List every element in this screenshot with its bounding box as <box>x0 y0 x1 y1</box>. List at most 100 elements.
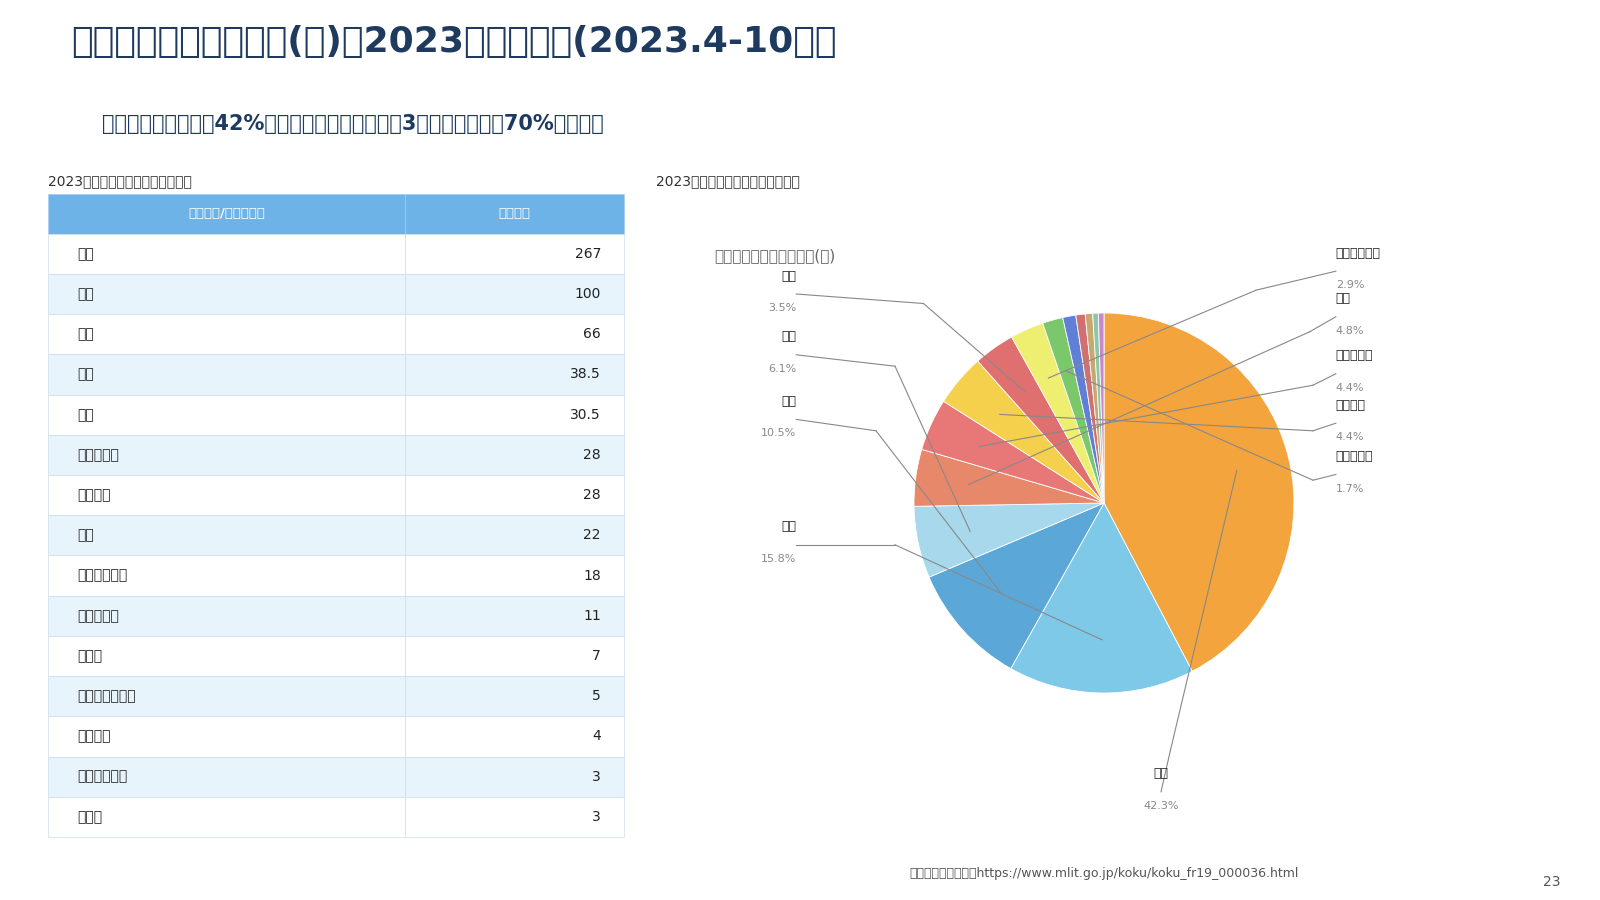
FancyBboxPatch shape <box>405 716 624 757</box>
Wedge shape <box>1098 313 1104 503</box>
Wedge shape <box>1093 313 1104 503</box>
Text: 7: 7 <box>592 649 602 663</box>
FancyBboxPatch shape <box>48 596 405 636</box>
Text: 便数／週: 便数／週 <box>499 207 531 220</box>
Text: 3: 3 <box>592 770 602 784</box>
Text: 中国: 中国 <box>781 330 797 344</box>
FancyBboxPatch shape <box>48 234 405 274</box>
Text: タイ: タイ <box>1336 292 1350 305</box>
FancyBboxPatch shape <box>48 435 405 475</box>
Text: 28: 28 <box>584 448 602 462</box>
Wedge shape <box>914 503 1104 577</box>
Text: 6.1%: 6.1% <box>768 364 797 374</box>
Text: 関西国際空港／就航便数(週): 関西国際空港／就航便数(週) <box>715 248 835 264</box>
Text: マカオ: マカオ <box>77 810 102 824</box>
Wedge shape <box>1011 323 1104 503</box>
Text: 4.4%: 4.4% <box>1336 432 1365 442</box>
Text: シンガポール: シンガポール <box>1336 247 1381 260</box>
FancyBboxPatch shape <box>48 194 405 234</box>
FancyBboxPatch shape <box>48 314 405 355</box>
Text: 23: 23 <box>1544 875 1560 889</box>
Text: 10.5%: 10.5% <box>762 428 797 438</box>
Text: 4.4%: 4.4% <box>1336 382 1365 392</box>
Text: 18: 18 <box>584 569 602 582</box>
Text: フィンランド: フィンランド <box>77 770 126 784</box>
FancyBboxPatch shape <box>405 796 624 837</box>
Text: 2023年夏ダイヤ就航便数一覧／週: 2023年夏ダイヤ就航便数一覧／週 <box>48 174 192 188</box>
FancyBboxPatch shape <box>405 355 624 394</box>
Text: ベトナム: ベトナム <box>1336 399 1366 412</box>
FancyBboxPatch shape <box>405 314 624 355</box>
Text: 出典：国土交通省　https://www.mlit.go.jp/koku/koku_fr19_000036.html: 出典：国土交通省 https://www.mlit.go.jp/koku/kok… <box>909 867 1299 879</box>
Text: シンガポール: シンガポール <box>77 569 126 582</box>
Text: 香港: 香港 <box>77 328 93 341</box>
FancyBboxPatch shape <box>405 475 624 515</box>
FancyBboxPatch shape <box>405 676 624 716</box>
Wedge shape <box>1075 314 1104 503</box>
FancyBboxPatch shape <box>405 234 624 274</box>
Text: ＵＡＥ: ＵＡＥ <box>77 649 102 663</box>
Text: 267: 267 <box>574 247 602 261</box>
FancyBboxPatch shape <box>405 596 624 636</box>
Text: 4.8%: 4.8% <box>1336 326 1365 336</box>
FancyBboxPatch shape <box>405 194 624 234</box>
FancyBboxPatch shape <box>48 355 405 394</box>
FancyBboxPatch shape <box>405 555 624 596</box>
Text: 100: 100 <box>574 287 602 301</box>
Text: 3.5%: 3.5% <box>768 303 797 313</box>
FancyBboxPatch shape <box>405 757 624 796</box>
Text: マレーシア: マレーシア <box>77 608 118 623</box>
Wedge shape <box>1085 313 1104 503</box>
FancyBboxPatch shape <box>405 636 624 676</box>
Text: 米国: 米国 <box>77 528 93 543</box>
Text: 4: 4 <box>592 730 602 743</box>
Text: ベトナム: ベトナム <box>77 488 110 502</box>
Text: 15.8%: 15.8% <box>762 554 797 563</box>
Text: 中国: 中国 <box>77 367 93 382</box>
Text: 22: 22 <box>584 528 602 543</box>
FancyBboxPatch shape <box>48 636 405 676</box>
Text: 3: 3 <box>592 810 602 824</box>
Text: 韓国便だけで全体の42%を占める。台湾、香港の3カ国で全体の約70%となる。: 韓国便だけで全体の42%を占める。台湾、香港の3カ国で全体の約70%となる。 <box>102 114 603 134</box>
FancyBboxPatch shape <box>48 274 405 314</box>
Text: 30.5: 30.5 <box>570 408 602 422</box>
Text: フランス: フランス <box>77 730 110 743</box>
Text: マレーシア: マレーシア <box>1336 450 1373 464</box>
Wedge shape <box>922 401 1104 503</box>
FancyBboxPatch shape <box>48 555 405 596</box>
Wedge shape <box>1043 318 1104 503</box>
Text: 2023年夏ダイヤ就航便数割合／週: 2023年夏ダイヤ就航便数割合／週 <box>656 174 800 188</box>
Text: 関西国際空港就航便数(週)／2023年夏ダイヤ(2023.4-10月）: 関西国際空港就航便数(週)／2023年夏ダイヤ(2023.4-10月） <box>70 24 837 58</box>
Text: 66: 66 <box>584 328 602 341</box>
FancyBboxPatch shape <box>48 716 405 757</box>
Text: 11: 11 <box>584 608 602 623</box>
Text: 米国: 米国 <box>781 270 797 283</box>
Wedge shape <box>1011 503 1192 693</box>
Wedge shape <box>1104 313 1294 671</box>
Text: 2.9%: 2.9% <box>1336 280 1365 290</box>
Wedge shape <box>944 361 1104 503</box>
Text: 台湾: 台湾 <box>781 520 797 534</box>
Text: 韓国: 韓国 <box>77 247 93 261</box>
FancyBboxPatch shape <box>405 394 624 435</box>
FancyBboxPatch shape <box>405 435 624 475</box>
Text: フィリピン: フィリピン <box>1336 349 1373 363</box>
Text: 28: 28 <box>584 488 602 502</box>
Text: フィリピン: フィリピン <box>77 448 118 462</box>
Text: タイ: タイ <box>77 408 93 422</box>
Text: 1.7%: 1.7% <box>1336 483 1365 493</box>
Wedge shape <box>978 337 1104 503</box>
FancyBboxPatch shape <box>48 796 405 837</box>
Text: オーストラリア: オーストラリア <box>77 689 136 703</box>
FancyBboxPatch shape <box>405 274 624 314</box>
Text: 国・地域/就航会社数: 国・地域/就航会社数 <box>189 207 266 220</box>
Text: 38.5: 38.5 <box>570 367 602 382</box>
FancyBboxPatch shape <box>48 394 405 435</box>
Wedge shape <box>930 503 1104 669</box>
Text: 42.3%: 42.3% <box>1144 801 1179 811</box>
Text: 台湾: 台湾 <box>77 287 93 301</box>
Wedge shape <box>1062 315 1104 503</box>
Text: 香港: 香港 <box>781 395 797 408</box>
FancyBboxPatch shape <box>48 757 405 796</box>
FancyBboxPatch shape <box>48 515 405 555</box>
